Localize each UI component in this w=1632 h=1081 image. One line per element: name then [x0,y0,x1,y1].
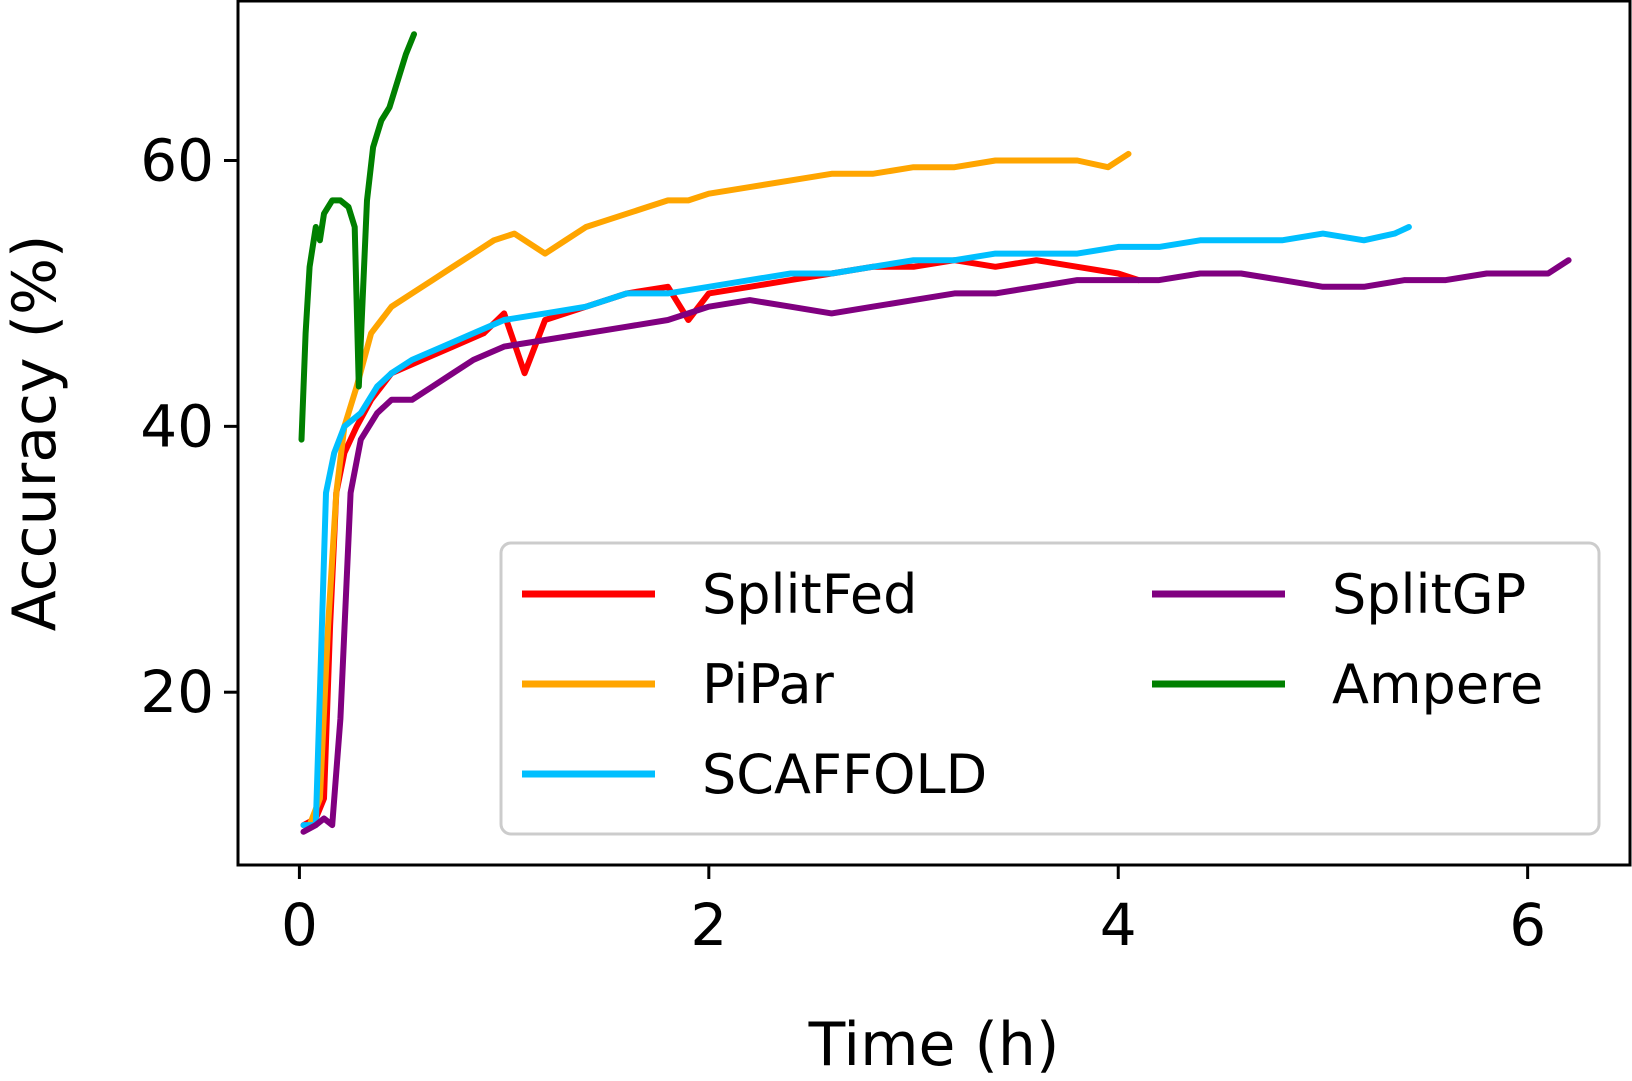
legend-label-pipar: PiPar [702,653,835,716]
y-tick-label: 60 [140,127,214,195]
y-tick-label: 40 [140,392,214,460]
legend-label-splitfed: SplitFed [702,563,917,626]
series-line-splitgp [300,257,1572,835]
x-tick-label: 6 [1509,891,1546,959]
legend-label-scaffold: SCAFFOLD [702,743,987,806]
legend-label-splitgp: SplitGP [1332,563,1526,626]
x-tick-label: 4 [1100,891,1137,959]
x-axis: 0 2 4 6 [281,865,1546,959]
y-tick-label: 20 [140,658,214,726]
legend-label-ampere: Ampere [1332,653,1543,716]
series-line-scaffold [300,224,1412,829]
y-axis: 20 40 60 [140,127,238,726]
plot-frame [236,0,1632,867]
series-line-pipar [306,150,1132,829]
x-tick-label: 2 [690,891,727,959]
legend-box [499,541,1601,836]
legend: SplitFed PiPar SCAFFOLD SplitGP Ampere [499,541,1601,836]
y-axis-title: Accuracy (%) [0,235,70,632]
x-tick-label: 0 [281,891,318,959]
x-axis-title: Time (h) [808,1010,1060,1080]
series-line-ampere [298,31,417,443]
plot-lines [298,31,1572,835]
